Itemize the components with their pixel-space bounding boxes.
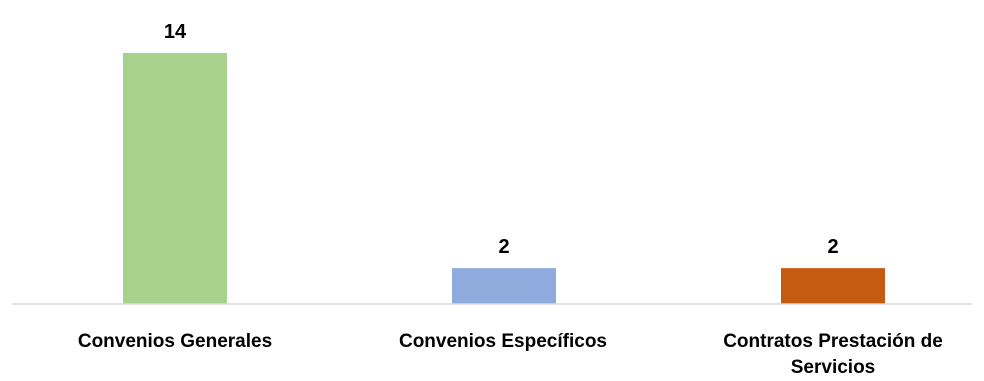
- bars-group: [123, 53, 885, 304]
- category-label-contratos-prestacion: Contratos Prestación de Servicios: [723, 331, 943, 378]
- category-label-convenios-especificos: Convenios Específicos: [398, 331, 607, 352]
- category-label-convenios-generales: Convenios Generales: [77, 331, 273, 352]
- bar-convenios-especificos: [452, 268, 556, 304]
- data-label-contratos-prestacion-de-servicios: 2: [827, 236, 838, 258]
- data-labels-group: 14 2 2: [164, 21, 839, 258]
- bar-contratos-prestacion-de-servicios: [781, 268, 885, 304]
- data-label-convenios-especificos: 2: [498, 236, 509, 258]
- data-label-convenios-generales: 14: [164, 21, 187, 43]
- bar-convenios-generales: [123, 53, 227, 304]
